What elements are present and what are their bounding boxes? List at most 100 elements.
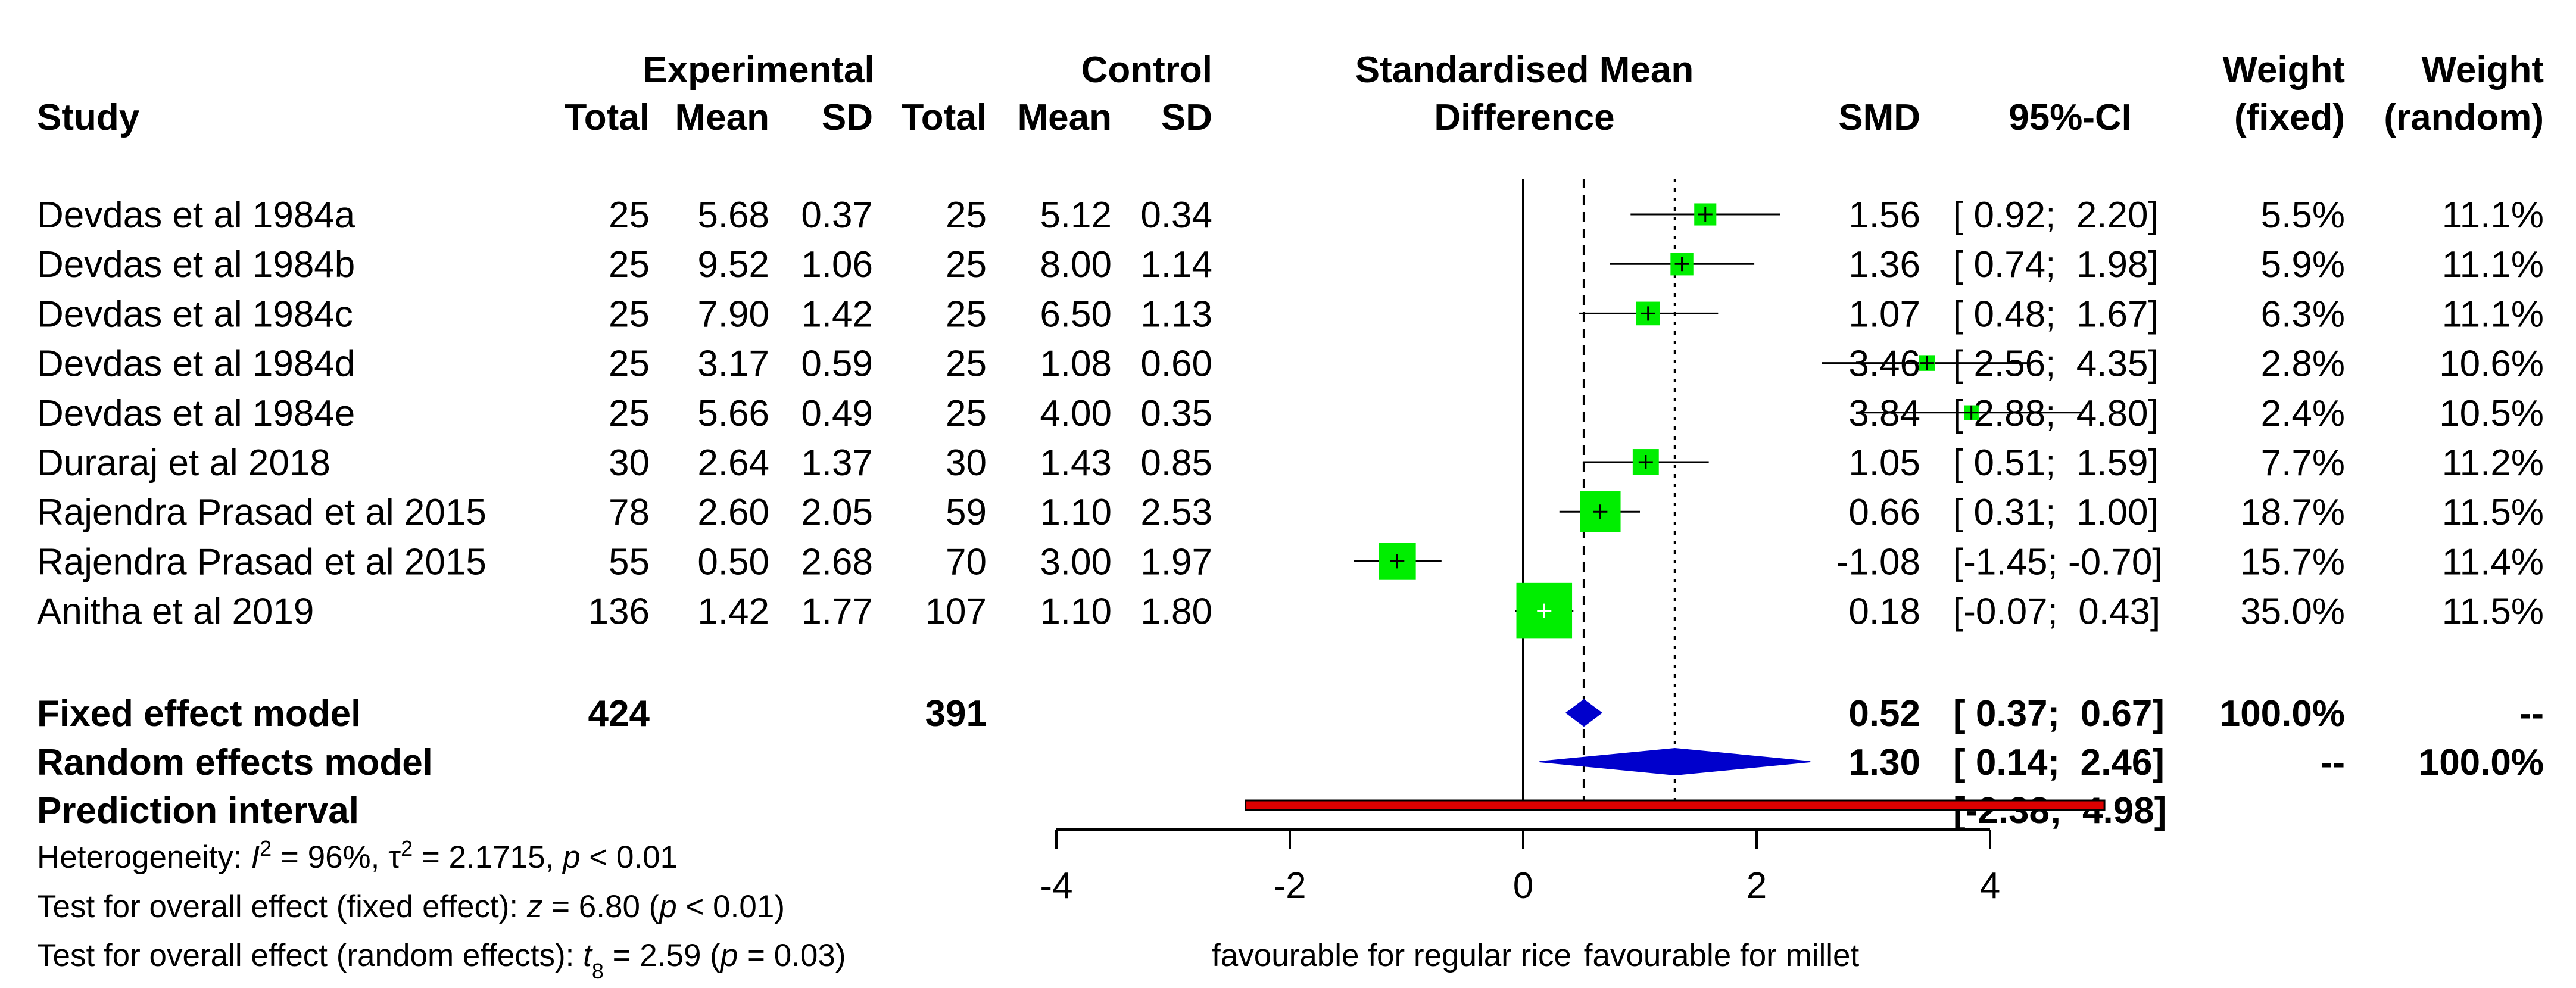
summary-w-random: 100.0% <box>2419 742 2544 783</box>
ctl-mean-cell: 8.00 <box>1040 244 1112 285</box>
exp-total-cell: 25 <box>609 294 650 335</box>
prediction-interval-row: Prediction interval[-2.38; 4.98] <box>37 790 2166 831</box>
fixed-effect-row: Fixed effect model 424 391 0.52 [ 0.37; 0.67… <box>37 693 2544 734</box>
random-effects-row: Random effects model 1.30 [ 0.14; 2.46] -- 1… <box>37 742 2544 783</box>
study-name: Devdas et al 1984e <box>37 393 355 434</box>
weight-fixed-cell: 35.0% <box>2240 591 2345 632</box>
header-ci: 95%-CI <box>2009 97 2132 138</box>
x-tick-label: -2 <box>1273 865 1306 906</box>
study-marker <box>1630 203 1780 226</box>
table-row: Duraraj et al 2018 30 2.64 1.37 30 1.43 0.85 1.… <box>37 442 2544 484</box>
study-name: Rajendra Prasad et al 2015 <box>37 541 486 582</box>
exp-total-cell: 136 <box>588 591 650 632</box>
random-effects-test-note: Test for overall effect (random effects)… <box>37 938 846 983</box>
weight-random-cell: 11.2% <box>2442 442 2544 484</box>
ctl-sd-cell: 1.97 <box>1140 541 1212 582</box>
exp-total-cell: 55 <box>609 541 650 582</box>
weight-fixed-cell: 6.3% <box>2261 294 2345 335</box>
smd-cell: 1.56 <box>1848 195 1920 236</box>
ci-cell: [ 0.48; 1.67] <box>1953 294 2159 335</box>
weight-fixed-cell: 5.9% <box>2261 244 2345 285</box>
weight-random-cell: 11.5% <box>2442 492 2544 533</box>
study-name: Devdas et al 1984d <box>37 344 355 385</box>
exp-mean-cell: 2.60 <box>697 492 769 533</box>
table-row: Devdas et al 1984b 25 9.52 1.06 25 8.00 1.14 1.… <box>37 244 2544 285</box>
header-weight-fixed-line1: Weight <box>2223 49 2346 91</box>
header-smd-line1: Standardised Mean <box>1355 49 1694 91</box>
weight-random-cell: 11.5% <box>2442 591 2544 632</box>
exp-sd-cell: 2.68 <box>801 541 873 582</box>
exp-total-cell: 78 <box>609 492 650 533</box>
weight-fixed-cell: 15.7% <box>2240 541 2345 582</box>
smd-cell: 1.05 <box>1848 442 1920 484</box>
ctl-mean-cell: 6.50 <box>1040 294 1112 335</box>
study-rows: Devdas et al 1984a 25 5.68 0.37 25 5.12 0.34 1.… <box>37 195 2544 632</box>
ctl-total-cell: 25 <box>946 393 987 434</box>
exp-sd-cell: 1.06 <box>801 244 873 285</box>
ci-cell: [ 0.92; 2.20] <box>1953 195 2159 236</box>
ctl-mean-cell: 1.10 <box>1040 591 1112 632</box>
exp-mean-cell: 5.68 <box>697 195 769 236</box>
ctl-total-cell: 25 <box>946 344 987 385</box>
x-tick-label: 2 <box>1747 865 1767 906</box>
exp-mean-cell: 3.17 <box>697 344 769 385</box>
summary-ci-text: [ 0.14; 2.46] <box>1953 742 2165 783</box>
study-marker <box>1582 449 1709 475</box>
table-row: Devdas et al 1984c 25 7.90 1.42 25 6.50 1.13 1.… <box>37 294 2544 335</box>
axis-right-label: favourable for millet <box>1584 938 1860 973</box>
ctl-mean-cell: 3.00 <box>1040 541 1112 582</box>
study-marker <box>1559 491 1640 532</box>
x-tick-label: -4 <box>1040 865 1072 906</box>
weight-random-cell: 11.1% <box>2442 195 2544 236</box>
fixed-effect-diamond <box>1565 699 1602 727</box>
exp-sd-cell: 0.59 <box>801 344 873 385</box>
study-name: Devdas et al 1984a <box>37 195 355 236</box>
x-tick-label: 0 <box>1513 865 1533 906</box>
weight-fixed-cell: 2.4% <box>2261 393 2345 434</box>
study-marker <box>1515 582 1574 639</box>
header-control: Control <box>1081 49 1212 91</box>
exp-mean-cell: 2.64 <box>697 442 769 484</box>
heterogeneity-note: Heterogeneity: I2 = 96%, τ2 = 2.1715, p … <box>37 836 678 875</box>
table-row: Rajendra Prasad et al 2015 78 2.60 2.05 59 1.… <box>37 492 2544 533</box>
ctl-sd-cell: 2.53 <box>1140 492 1212 533</box>
header-exp-total: Total <box>565 97 650 138</box>
header-experimental: Experimental <box>643 49 874 91</box>
smd-cell: 0.66 <box>1848 492 1920 533</box>
header-exp-mean: Mean <box>675 97 769 138</box>
study-name: Rajendra Prasad et al 2015 <box>37 492 486 533</box>
smd-cell: 1.36 <box>1848 244 1920 285</box>
weight-fixed-cell: 18.7% <box>2240 492 2345 533</box>
smd-cell: 1.07 <box>1848 294 1920 335</box>
header-exp-sd: SD <box>822 97 873 138</box>
ctl-mean-cell: 4.00 <box>1040 393 1112 434</box>
ctl-total-cell: 25 <box>946 195 987 236</box>
summary-w-random: -- <box>2519 693 2544 734</box>
axis-left-label: favourable for regular rice <box>1212 938 1571 973</box>
summary-ci-text: [ 0.37; 0.67] <box>1953 693 2165 734</box>
header-study: Study <box>37 97 140 138</box>
ctl-mean-cell: 1.10 <box>1040 492 1112 533</box>
header-weight-random-line1: Weight <box>2422 49 2544 91</box>
ctl-sd-cell: 1.80 <box>1140 591 1212 632</box>
ctl-total-cell: 25 <box>946 244 987 285</box>
weight-random-cell: 11.4% <box>2442 541 2544 582</box>
ctl-sd-cell: 1.13 <box>1140 294 1212 335</box>
weight-random-cell: 10.5% <box>2439 393 2544 434</box>
summary-label: Prediction interval <box>37 790 359 831</box>
summary-smd-text: 0.52 <box>1848 693 1920 734</box>
exp-total-cell: 25 <box>609 393 650 434</box>
summary-w-fixed: 100.0% <box>2220 693 2345 734</box>
ci-cell: [-0.07; 0.43] <box>1953 591 2160 632</box>
table-row: Devdas et al 1984a 25 5.68 0.37 25 5.12 0.34 1.… <box>37 195 2544 236</box>
ctl-total-cell: 59 <box>946 492 987 533</box>
header-weight-fixed-line2: (fixed) <box>2234 97 2345 138</box>
study-name: Anitha et al 2019 <box>37 591 314 632</box>
header-smd: SMD <box>1838 97 1920 138</box>
ctl-sd-cell: 0.34 <box>1140 195 1212 236</box>
ctl-total-cell: 30 <box>946 442 987 484</box>
ctl-sd-cell: 0.35 <box>1140 393 1212 434</box>
summary-ctl-total: 391 <box>925 693 987 734</box>
x-tick-label: 4 <box>1980 865 2000 906</box>
